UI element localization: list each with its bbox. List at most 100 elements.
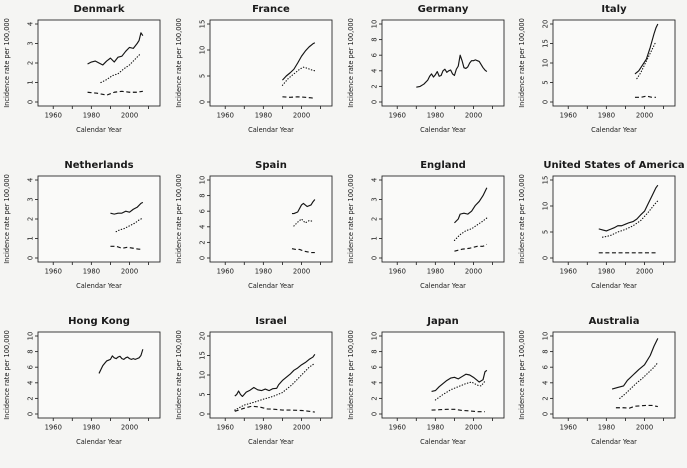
y-axis-label: Incidence rate per 100,000 [347,174,355,264]
israel-series-dashed-line [234,405,315,413]
y-tick-label: 2 [370,396,378,400]
japan-series-solid-line [430,369,487,392]
y-axis-label: Incidence rate per 100,000 [175,18,183,108]
y-tick-label: 5 [198,392,206,396]
chart-title: Japan [426,316,459,327]
y-axis-label: Incidence rate per 100,000 [175,174,183,264]
denmark-series-dotted-line [100,52,142,84]
y-tick-label: 2 [27,217,35,221]
y-tick-label: 5 [542,230,550,234]
x-tick-label: 1980 [598,268,615,276]
netherlands-series-dashed-line [110,245,143,250]
y-tick-label: 2 [370,84,378,88]
chart-panel-israel: Israel Incidence rate per 100,000 1960 1980… [172,312,344,468]
chart-panel-england: England Incidence rate per 100,000 1960 198… [344,156,516,312]
y-tick-label: 10 [198,46,206,55]
y-tick-label: 0 [542,256,550,260]
chart-svg-hong-kong: Hong Kong Incidence rate per 100,000 1960 1… [3,316,161,446]
y-tick-label: 3 [370,197,378,201]
y-tick-label: 10 [370,20,378,29]
chart-title: France [252,4,290,15]
x-axis-label: Calendar Year [76,438,122,446]
y-axis-label: Incidence rate per 100,000 [3,18,11,108]
x-tick-label: 1980 [426,424,443,432]
x-tick-label: 1980 [254,112,271,120]
x-tick-label: 2000 [293,268,310,276]
y-tick-label: 1 [370,236,378,240]
y-axis-label: Incidence rate per 100,000 [347,18,355,108]
england-series-dotted-line [453,217,487,242]
x-tick-label: 1960 [45,268,62,276]
y-tick-label: 2 [27,61,35,65]
x-tick-label: 1960 [45,112,62,120]
chart-svg-japan: Japan Incidence rate per 100,000 1960 1980 2… [347,316,504,446]
y-tick-label: 10 [542,202,550,211]
x-tick-label: 1960 [216,424,233,432]
x-tick-label: 1960 [216,268,233,276]
x-axis-label: Calendar Year [248,438,294,446]
chart-title: Netherlands [64,160,133,171]
chart-panel-italy: Italy Incidence rate per 100,000 1960 1980 2… [515,0,687,156]
chart-title: United States of America [544,160,685,171]
x-axis-label: Calendar Year [248,282,294,290]
japan-series-dashed-line [431,408,485,413]
x-tick-label: 1980 [83,112,100,120]
chart-svg-united-states-of-america: United States of America Incidence rate p… [518,160,685,290]
italy-series-solid-line [634,23,659,75]
plot-frame [552,331,676,419]
y-tick-label: 10 [27,332,35,341]
chart-svg-australia: Australia Incidence rate per 100,000 1960 1… [518,316,676,446]
x-axis-label: Calendar Year [591,282,637,290]
x-tick-label: 1960 [45,424,62,432]
y-tick-label: 0 [27,412,35,416]
x-tick-label: 2000 [121,112,138,120]
y-tick-label: 15 [542,176,550,185]
australia-series-dashed-line [616,404,659,409]
y-tick-label: 4 [370,381,378,385]
plot-frame [209,175,333,263]
plot-frame [37,331,161,419]
x-tick-label: 1980 [426,112,443,120]
chart-title: Australia [589,316,640,327]
x-tick-label: 2000 [464,268,481,276]
x-tick-label: 2000 [636,268,653,276]
y-tick-label: 5 [542,80,550,84]
x-axis-label: Calendar Year [420,282,466,290]
y-tick-label: 6 [370,53,378,57]
chart-panel-spain: Spain Incidence rate per 100,000 1960 1980 2… [172,156,344,312]
y-tick-label: 2 [198,240,206,244]
x-tick-label: 1960 [388,424,405,432]
x-tick-label: 2000 [464,112,481,120]
y-tick-label: 6 [27,365,35,369]
denmark-series-dashed-line [87,90,143,96]
australia-series-dotted-line [619,361,659,399]
y-tick-label: 0 [198,412,206,416]
chart-panel-netherlands: Netherlands Incidence rate per 100,000 196… [0,156,172,312]
y-tick-label: 1 [27,236,35,240]
y-tick-label: 8 [542,349,550,353]
united-states-of-america-series-solid-line [598,184,659,232]
x-tick-label: 2000 [293,112,310,120]
y-tick-label: 4 [370,178,378,182]
y-tick-label: 4 [370,69,378,73]
y-tick-label: 6 [198,209,206,213]
germany-series-solid-line [415,54,487,88]
y-tick-label: 2 [27,396,35,400]
x-axis-label: Calendar Year [420,438,466,446]
australia-series-solid-line [612,338,659,390]
netherlands-series-solid-line [110,201,144,215]
chart-panel-denmark: Denmark Incidence rate per 100,000 1960 198… [0,0,172,156]
y-tick-label: 20 [542,20,550,29]
y-tick-label: 0 [27,256,35,260]
y-tick-label: 0 [370,256,378,260]
plot-frame [37,175,161,263]
israel-series-solid-line [234,354,316,398]
italy-series-dashed-line [635,95,657,98]
plot-frame [552,175,676,263]
y-axis-label: Incidence rate per 100,000 [175,330,183,420]
chart-svg-italy: Italy Incidence rate per 100,000 1960 1980 2… [518,4,676,134]
y-tick-label: 10 [542,332,550,341]
x-tick-label: 1980 [254,268,271,276]
x-axis-label: Calendar Year [76,126,122,134]
y-tick-label: 2 [370,217,378,221]
